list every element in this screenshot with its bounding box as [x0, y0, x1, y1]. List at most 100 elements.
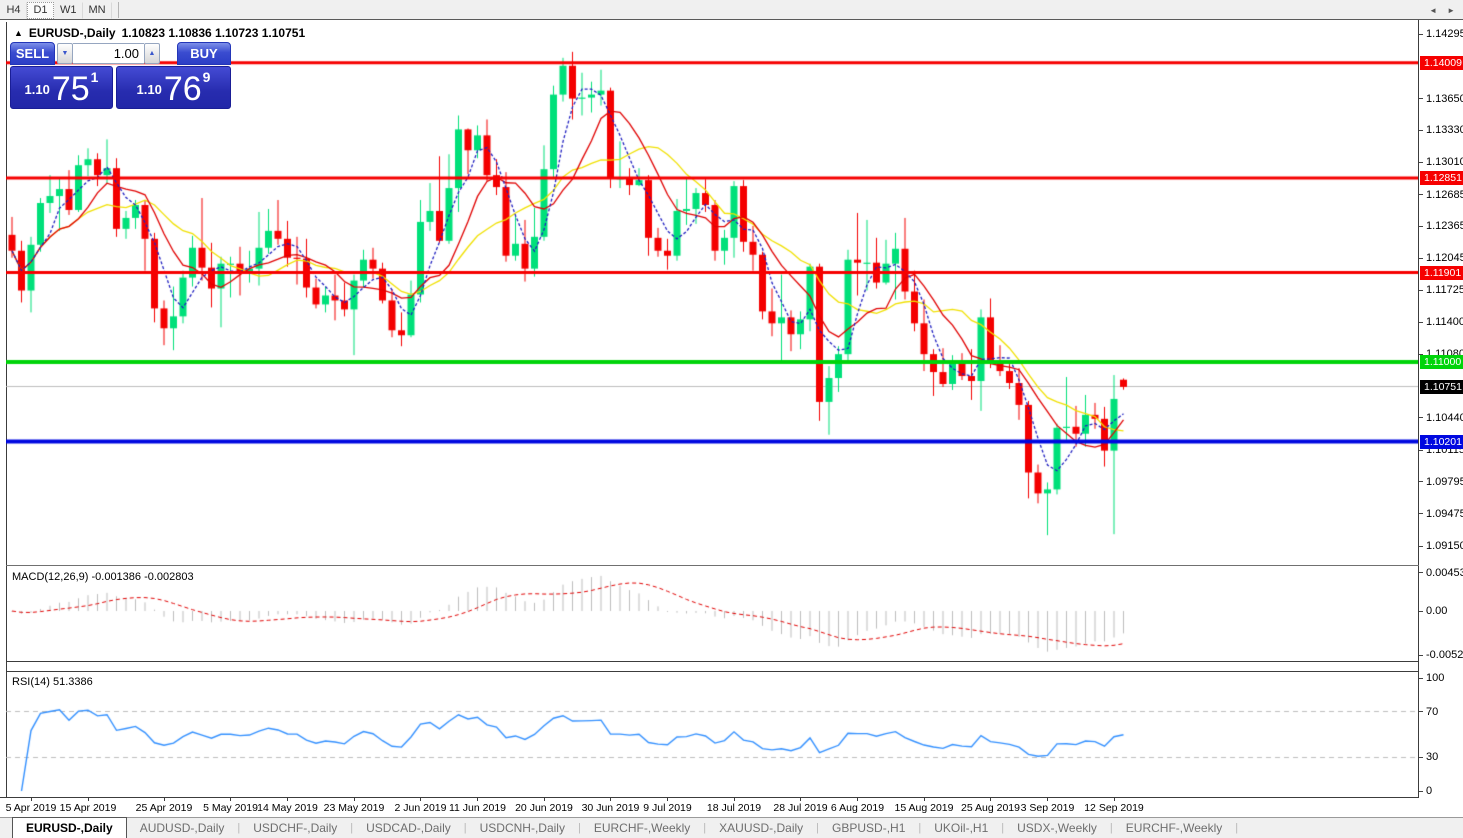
- rsi-axis-tick: 100: [1426, 672, 1445, 684]
- macd-axis-tick: -0.005205: [1426, 649, 1463, 662]
- sell-button[interactable]: SELL: [10, 42, 55, 65]
- date-tick-mark: [990, 797, 991, 801]
- macd-tick-mark: [1419, 655, 1423, 656]
- price-axis-tick: 1.12685: [1426, 188, 1463, 201]
- one-click-trade-panel: SELL ▼ ▲ BUY 1.10 75 1 1.10 76 9: [10, 42, 231, 109]
- date-tick-mark: [230, 797, 231, 801]
- price-level-badge: 1.10201: [1420, 434, 1463, 449]
- volume-input[interactable]: [73, 43, 144, 64]
- tab-separator: |: [237, 822, 241, 834]
- price-axis-tick: 1.13650: [1426, 92, 1463, 105]
- date-axis-label: 14 May 2019: [257, 802, 318, 814]
- price-tick-mark: [1419, 290, 1423, 291]
- chart-tab-gbpusdh1[interactable]: GBPUSD-,H1: [832, 821, 906, 835]
- chart-tab-usdxweekly[interactable]: USDX-,Weekly: [1017, 821, 1097, 835]
- price-level-badge: 1.10751: [1420, 379, 1463, 394]
- rsi-tick-mark: [1419, 791, 1423, 792]
- chart-title: ▲ EURUSD-,Daily 1.10823 1.10836 1.10723 …: [14, 26, 305, 40]
- price-level-badge: 1.11901: [1420, 265, 1463, 280]
- ohlc-values: 1.10823 1.10836 1.10723 1.10751: [121, 26, 306, 40]
- date-tick-mark: [734, 797, 735, 801]
- price-tick-mark: [1419, 34, 1423, 35]
- price-tick-mark: [1419, 450, 1423, 451]
- chart-tab-eurchfweekly[interactable]: EURCHF-,Weekly: [593, 821, 691, 835]
- tab-separator: |: [918, 822, 922, 834]
- date-tick-mark: [1047, 797, 1048, 801]
- tab-separator: |: [350, 822, 354, 834]
- date-axis-label: 9 Jul 2019: [643, 802, 692, 814]
- tab-separator: |: [1235, 822, 1239, 834]
- tab-separator: |: [816, 822, 820, 834]
- chart-tab-usdcnhdaily[interactable]: USDCNH-,Daily: [479, 821, 565, 835]
- price-level-badge: 1.11000: [1420, 355, 1463, 370]
- chart-tab-usdchfdaily[interactable]: USDCHF-,Daily: [253, 821, 338, 835]
- rsi-tick-mark: [1419, 678, 1423, 679]
- price-axis-tick: 1.12365: [1426, 220, 1463, 233]
- price-axis-tick: 1.09475: [1426, 507, 1463, 520]
- buy-button[interactable]: BUY: [177, 42, 231, 65]
- chart-tab-ukoilh1[interactable]: UKOil-,H1: [934, 821, 989, 835]
- chart-border-right: [1418, 20, 1419, 797]
- macd-axis-tick: 0.004536: [1426, 566, 1463, 579]
- date-axis-label: 20 Jun 2019: [515, 802, 573, 814]
- chart-tab-audusddaily[interactable]: AUDUSD-,Daily: [139, 821, 225, 835]
- rsi-pane-top-border[interactable]: [6, 671, 1419, 672]
- price-axis[interactable]: 1.14295 1.13650 1.13330 1.13010 1.12685 1.123…: [1419, 20, 1463, 798]
- date-tick-mark: [287, 797, 288, 801]
- price-tick-mark: [1419, 226, 1423, 227]
- price-axis-tick: 1.14295: [1426, 28, 1463, 41]
- date-axis-label: 11 Jun 2019: [448, 802, 507, 814]
- tab-scroll-left-icon[interactable]: ◄: [1429, 6, 1438, 15]
- chart-tab-usdcaddaily[interactable]: USDCAD-,Daily: [366, 821, 451, 835]
- date-axis[interactable]: 5 Apr 2019 15 Apr 2019 25 Apr 2019 5 May 20…: [0, 797, 1463, 817]
- rsi-axis-tick: 0: [1426, 785, 1433, 797]
- tab-scroll-right-icon[interactable]: ►: [1447, 6, 1455, 15]
- sell-price-box[interactable]: 1.10 75 1: [10, 66, 113, 109]
- date-tick-mark: [610, 797, 611, 801]
- tab-separator: |: [577, 822, 581, 834]
- rsi-axis-tick: 30: [1426, 751, 1439, 764]
- rsi-tick-mark: [1419, 711, 1423, 712]
- date-tick-mark: [164, 797, 165, 801]
- chart-tab-bar: EURUSD-,Daily AUDUSD-,Daily | USDCHF-,Daily…: [0, 817, 1463, 838]
- price-tick-mark: [1419, 417, 1423, 418]
- price-tick-mark: [1419, 258, 1423, 259]
- chart-tab-eurchfweekly[interactable]: EURCHF-,Weekly: [1125, 821, 1223, 835]
- buy-price-big: 76: [163, 70, 202, 108]
- date-tick-mark: [924, 797, 925, 801]
- trade-panel-top-row: SELL ▼ ▲ BUY: [10, 42, 231, 65]
- volume-decrease-icon[interactable]: ▼: [57, 43, 73, 64]
- timeframe-button-h4[interactable]: H4: [0, 1, 27, 19]
- timeframe-button-w1[interactable]: W1: [54, 1, 83, 19]
- macd-tick-mark: [1419, 572, 1423, 573]
- sell-price-big: 75: [51, 70, 90, 108]
- collapse-trade-panel-icon[interactable]: ▲: [14, 28, 23, 38]
- date-tick-mark: [1114, 797, 1115, 801]
- date-axis-label: 12 Sep 2019: [1084, 802, 1144, 814]
- chart-tab-xauusddaily[interactable]: XAUUSD-,Daily: [719, 821, 804, 835]
- date-tick-mark: [477, 797, 478, 801]
- timeframe-button-mn[interactable]: MN: [83, 1, 112, 19]
- date-tick-mark: [420, 797, 421, 801]
- macd-signal-value: -0.002803: [144, 571, 194, 583]
- price-tick-mark: [1419, 513, 1423, 514]
- pane-splitter-main-macd[interactable]: [6, 565, 1419, 566]
- price-level-badge: 1.14009: [1420, 55, 1463, 70]
- rsi-indicator-label: RSI(14) 51.3386: [12, 676, 93, 688]
- macd-indicator-label: MACD(12,26,9) -0.001386 -0.002803: [12, 571, 194, 583]
- buy-price-box[interactable]: 1.10 76 9: [116, 66, 231, 109]
- price-tick-mark: [1419, 546, 1423, 547]
- date-axis-label: 5 May 2019: [203, 802, 258, 814]
- timeframe-button-d1[interactable]: D1: [27, 1, 54, 19]
- price-axis-tick: 1.13330: [1426, 124, 1463, 137]
- date-tick-mark: [857, 797, 858, 801]
- rsi-pane-canvas[interactable]: [6, 672, 1418, 798]
- price-chart-canvas[interactable]: [6, 22, 1418, 565]
- chart-tab-eurusddaily[interactable]: EURUSD-,Daily: [12, 817, 127, 838]
- macd-tick-mark: [1419, 611, 1423, 612]
- tab-separator: |: [1109, 822, 1113, 834]
- macd-pane-canvas[interactable]: [6, 567, 1418, 661]
- macd-value: -0.001386: [91, 571, 142, 583]
- volume-increase-icon[interactable]: ▲: [144, 43, 160, 64]
